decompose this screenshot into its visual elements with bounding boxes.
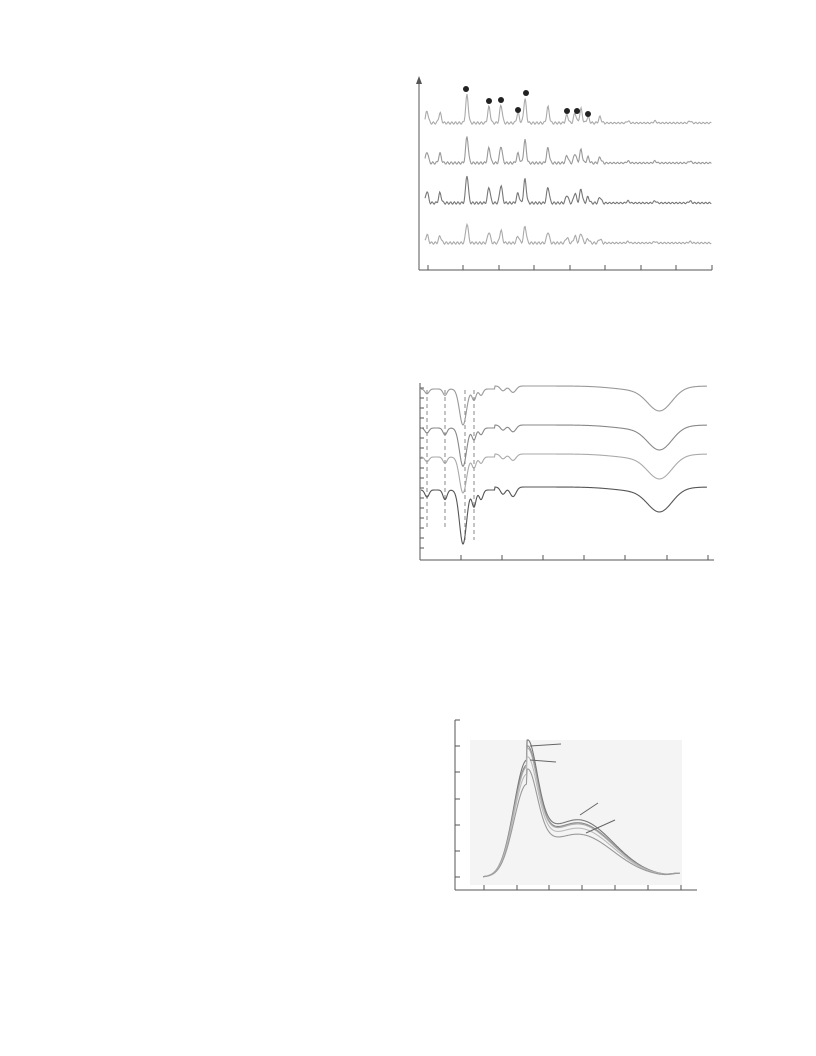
ftir-trace [420, 385, 708, 426]
marker [486, 98, 492, 104]
marker [574, 108, 580, 114]
xrd-traces [424, 93, 712, 246]
ftir-axes [419, 383, 714, 561]
marker [523, 90, 529, 96]
uv-axes [454, 720, 697, 891]
ftir-trace [420, 424, 708, 467]
phase-markers [463, 86, 591, 117]
marker [515, 107, 521, 113]
xrd-ticks [427, 265, 713, 270]
xrd-trace [424, 136, 712, 166]
plot-background [470, 740, 682, 885]
uv-trace [482, 756, 680, 878]
xrd-trace [424, 93, 712, 126]
marker [585, 111, 591, 117]
xrd-trace [424, 222, 712, 246]
ftir-traces [420, 385, 708, 545]
leader-line [585, 819, 616, 834]
reference-lines [426, 390, 475, 540]
leader-line [529, 759, 557, 763]
xrd-trace [424, 175, 712, 206]
marker [463, 86, 469, 92]
uv-ticks [455, 719, 682, 890]
uv-trace [482, 768, 680, 878]
axis-arrow [416, 76, 422, 84]
leader-line [579, 802, 599, 816]
leader-line [529, 743, 562, 747]
ftir-trace [420, 453, 708, 494]
marker [564, 108, 570, 114]
xrd-axes [416, 76, 712, 271]
ftir-ticks [419, 387, 709, 560]
uv-trace [482, 747, 680, 878]
leader-lines [529, 743, 616, 834]
uv-traces [482, 739, 680, 878]
marker [498, 97, 504, 103]
ftir-trace [420, 486, 708, 545]
